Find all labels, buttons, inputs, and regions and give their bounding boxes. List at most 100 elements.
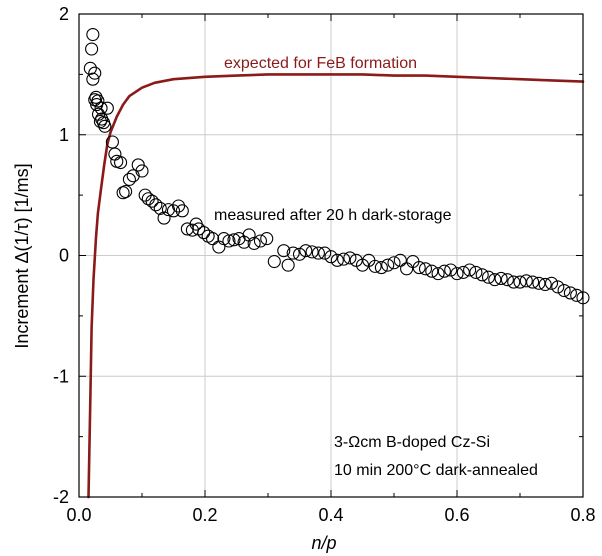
x-tick-label: 0.8 [570,505,595,525]
x-tick-label: 0.2 [192,505,217,525]
data-point [153,201,167,215]
data-point [277,244,291,258]
data-point [551,280,565,294]
data-point [444,263,458,277]
data-point [519,274,533,288]
data-point [145,194,159,208]
data-point [98,119,112,133]
data-point [475,268,489,282]
x-axis-label: n/p [311,533,336,553]
data-point [563,286,577,300]
data-point [206,232,220,246]
data-point [311,246,325,260]
data-point [481,270,496,284]
data-point [431,267,445,281]
y-tick-label: -2 [53,487,69,507]
data-point [469,265,483,279]
grid [78,13,584,498]
data-point [114,155,128,170]
y-tick-label: -1 [53,366,69,386]
data-point [557,283,571,298]
x-tick-label: 0.4 [318,505,343,525]
data-point [532,276,546,290]
data-point [116,186,130,200]
data-point [138,188,152,202]
data-point [400,262,414,276]
data-point [286,246,300,260]
y-axis-label: Increment Δ(1/τ) [1/ms] [12,163,32,348]
expected-curve-annotation: expected for FeB formation [224,55,417,72]
data-point [171,199,186,213]
data-point [85,42,99,56]
data-point [88,66,102,80]
data-point [119,184,133,199]
data-point [463,263,477,277]
x-tick-label: 0.6 [444,505,469,525]
expected-curve-layer [87,73,585,499]
data-point [141,192,155,206]
data-point [126,169,140,183]
data-point [135,164,149,178]
y-tick-label: 1 [59,125,69,145]
data-point [387,256,401,270]
expected-feb-curve [87,73,585,499]
data-point [197,226,211,240]
data-point [544,276,559,290]
data-point [253,234,267,248]
data-point [488,273,502,287]
y-tick-label: 0 [59,246,69,266]
data-point [418,262,433,276]
data-point [299,244,313,258]
data-point [513,275,527,289]
data-point [368,259,382,273]
axis-ticks: 0.0 0.2 0.4 0.6 0.8 -2 -1 0 1 2 [53,4,596,525]
data-point [450,267,464,281]
data-point [237,235,251,249]
data-point [374,261,388,275]
data-point [100,101,114,115]
data-point [494,271,508,285]
data-point [538,277,552,292]
measured-annotation: measured after 20 h dark-storage [214,207,452,224]
data-point [149,198,163,212]
data-point [86,27,100,42]
x-tick-label: 0.0 [66,505,91,525]
data-point [247,236,261,250]
data-point [94,101,108,115]
data-point [437,264,451,278]
data-point [157,211,171,225]
data-point [343,251,357,265]
data-point [381,258,395,272]
data-point [507,275,521,289]
data-point [227,233,241,247]
data-point [324,250,338,264]
data-point [281,258,295,272]
data-point [175,204,189,218]
data-point [108,147,122,161]
data-point [337,252,351,266]
data-point [267,254,281,269]
data-point [393,253,407,267]
data-point [292,247,307,261]
data-point [526,275,540,289]
data-point [260,232,274,246]
data-point [122,172,136,186]
data-point [425,264,439,278]
data-point [456,265,470,279]
data-point [305,245,319,259]
y-tick-label: 2 [59,4,69,24]
data-point [110,154,124,168]
data-point [105,135,119,149]
data-point [86,72,100,86]
data-point [318,246,332,260]
data-point [166,204,181,218]
data-point [222,234,236,248]
sample-annotation-line1: 3-Ωcm B-doped Cz-Si [334,434,490,451]
data-point [500,273,514,287]
sample-annotation-line2: 10 min 200°C dark-annealed [334,462,538,479]
data-point [330,253,344,267]
measured-points-layer [83,27,590,305]
data-point [412,261,426,275]
